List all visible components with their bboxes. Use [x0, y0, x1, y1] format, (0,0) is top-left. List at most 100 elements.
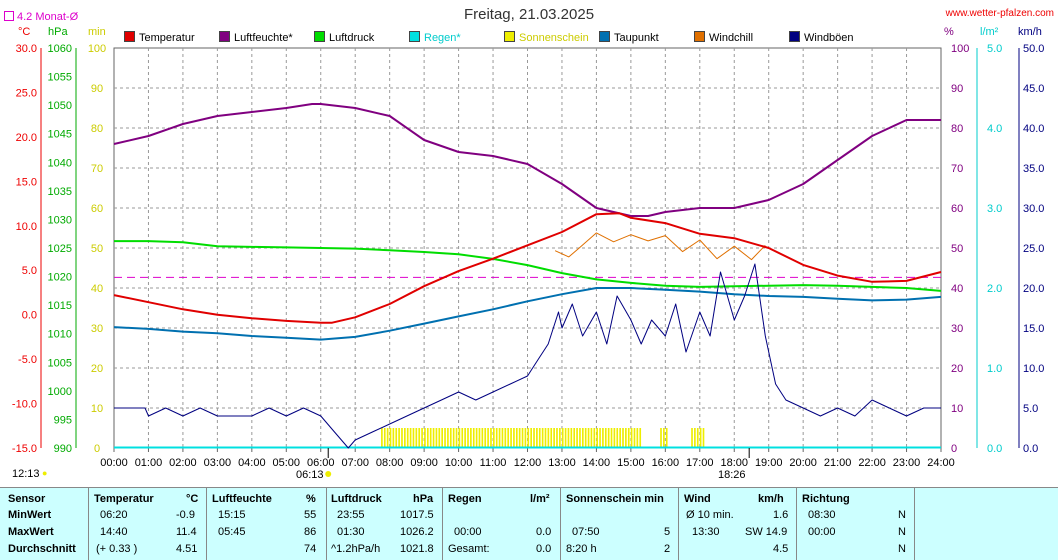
sunshine-bar: [461, 428, 464, 448]
sunshine-bar: [472, 428, 475, 448]
sunshine-bar: [607, 428, 610, 448]
press-tick-label: 995: [54, 414, 72, 426]
hdr-rain: Regen: [448, 493, 482, 505]
sunshine-bar: [395, 428, 398, 448]
legend-swatch: [694, 31, 705, 42]
sunshine-bar: [630, 428, 633, 448]
x-tick-label: 15:00: [617, 457, 645, 469]
temp-tick-label: 5.0: [22, 265, 37, 277]
press-tick-label: 1025: [48, 243, 72, 255]
min-tick-label: 80: [91, 123, 103, 135]
hum-tick-label: 50: [951, 243, 963, 255]
cell-dir-val: N: [898, 509, 906, 521]
sunshine-bar: [633, 428, 636, 448]
sunshine-bar: [527, 428, 530, 448]
hum-tick-label: 70: [951, 163, 963, 175]
min-tick-label: 30: [91, 323, 103, 335]
hdr-dir: Richtung: [802, 493, 850, 505]
sunshine-bar: [404, 428, 406, 448]
sunshine-bar: [515, 428, 518, 448]
cell-sun-val: 2: [664, 543, 671, 555]
temp-tick-label: -5.0: [18, 354, 37, 366]
sunshine-bar: [627, 428, 630, 448]
x-tick-label: 06:00: [307, 457, 335, 469]
sunshine-bar: [381, 428, 383, 448]
x-tick-label: 21:00: [824, 457, 852, 469]
x-tick-label: 04:00: [238, 457, 266, 469]
row-label: MinWert: [8, 509, 52, 521]
sunshine-bar: [596, 428, 599, 448]
hum-tick-label: 100: [951, 43, 969, 55]
sunshine-bar: [604, 428, 607, 448]
weather-chart: -15.0 -10.0 -5.0 0.0 5.0 10.0 15.0 20.0 25.0 30.0…: [12, 43, 1044, 477]
x-tick-label: 01:00: [135, 457, 163, 469]
sunshine-bar: [663, 428, 665, 448]
hum-tick-label: 10: [951, 403, 963, 415]
wind-tick-label: 25.0: [1023, 243, 1044, 255]
legend-luftfeuchte: Luftfeuchte*: [219, 31, 293, 44]
sunshine-bar: [510, 428, 512, 448]
chart-title: Freitag, 21.03.2025: [463, 6, 595, 23]
sunshine-bar: [438, 428, 441, 448]
rain-tick-label: 0.0: [987, 443, 1002, 455]
wind-tick-label: 0.0: [1023, 443, 1038, 455]
hum-tick-label: 30: [951, 323, 963, 335]
legend-windchill: Windchill: [694, 31, 753, 44]
series-luftfeuchte: [113, 103, 941, 217]
cell-press-val: 1021.8: [400, 543, 434, 555]
sunshine-bar: [613, 428, 616, 448]
sunshine-bar: [449, 428, 452, 448]
sunshine-bar: [556, 428, 558, 448]
table-divider: [796, 488, 797, 560]
legend-regen: Regen*: [409, 31, 461, 44]
sun-icon: ●: [42, 468, 48, 478]
wind-tick-label: 50.0: [1023, 43, 1044, 55]
sunshine-bar: [452, 428, 455, 448]
sunshine-bar: [467, 428, 469, 448]
cell-wind-val: 1.6: [773, 509, 789, 521]
sunshine-bar: [406, 428, 409, 448]
sunshine-bar: [544, 428, 547, 448]
series-temperatur: [113, 212, 942, 324]
legend-swatch: [599, 31, 610, 42]
temp-tick-label: 30.0: [16, 43, 37, 55]
legend-taupunkt: Taupunkt: [599, 31, 659, 44]
x-tick-label: 22:00: [858, 457, 886, 469]
cell-wind-time: 13:30: [692, 526, 720, 538]
sunshine-bar: [484, 428, 487, 448]
cell-press-time: 01:30: [337, 526, 365, 538]
sunshine-bar: [495, 428, 498, 448]
sunshine-bar: [541, 428, 544, 448]
sunshine-bar: [576, 428, 578, 448]
cell-hum-time: 05:45: [218, 526, 246, 538]
sunrise-icon: [325, 471, 332, 477]
site-link[interactable]: www.wetter-pfalzen.com: [945, 8, 1054, 19]
cell-press-val: 1017.5: [400, 509, 434, 521]
sunshine-bar: [639, 428, 642, 448]
x-tick-label: 10:00: [445, 457, 473, 469]
cell-press-time: 23:55: [337, 509, 365, 521]
wind-tick-label: 30.0: [1023, 203, 1044, 215]
sunshine-bar: [625, 428, 627, 448]
hdr-rain-unit: l/m²: [530, 493, 550, 505]
sunshine-bar: [383, 428, 386, 448]
sunshine-bar: [570, 428, 573, 448]
sunshine-bar: [504, 428, 507, 448]
sunshine-bar: [487, 428, 489, 448]
cell-wind-time: Ø 10 min.: [686, 509, 734, 521]
hdr-temp-unit: °C: [186, 493, 199, 505]
sunshine-bar: [426, 428, 429, 448]
min-tick-label: 90: [91, 83, 103, 95]
hdr-wind: Wind: [684, 493, 711, 505]
rain-unit-label: l/m²: [980, 26, 999, 38]
sunset-time: 18:26: [718, 469, 746, 481]
sunshine-bar: [553, 428, 555, 448]
rain-tick-label: 5.0: [987, 43, 1002, 55]
month-average-text: 4.2 Monat-Ø: [17, 11, 79, 23]
table-divider: [678, 488, 679, 560]
rain-tick-label: 3.0: [987, 203, 1002, 215]
press-tick-label: 1040: [48, 157, 72, 169]
min-tick-label: 20: [91, 363, 103, 375]
hdr-hum: Luftfeuchte: [212, 493, 272, 505]
x-tick-label: 09:00: [410, 457, 438, 469]
